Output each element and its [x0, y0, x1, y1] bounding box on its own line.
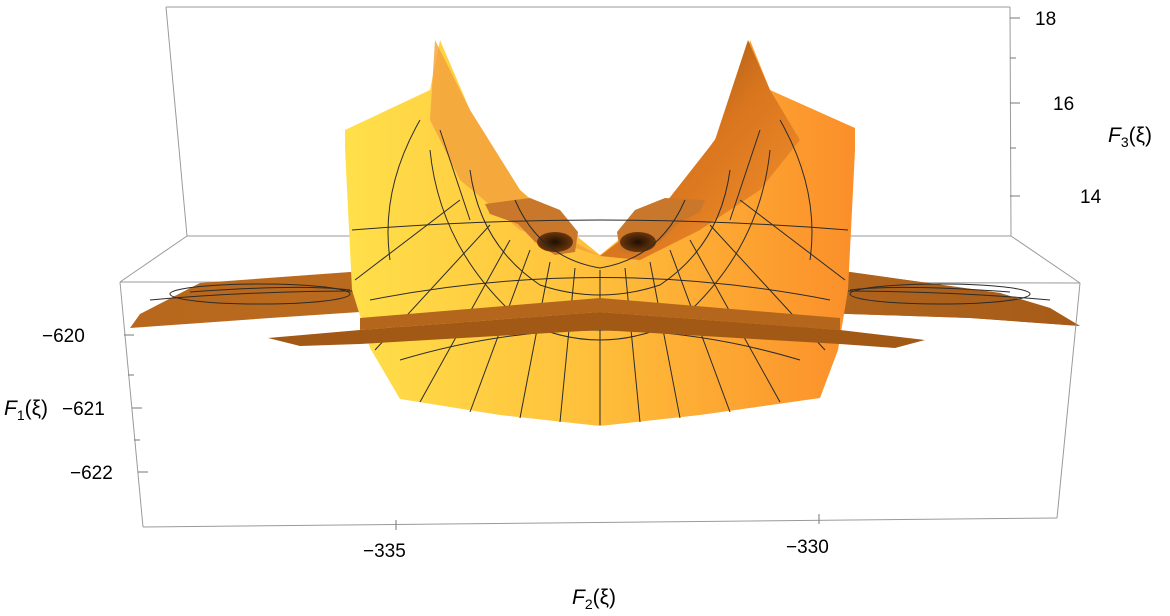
x-tick-label: −335: [363, 541, 406, 562]
x-tick-labels: −335 −330: [363, 537, 829, 562]
x-tick-label: −330: [786, 537, 829, 558]
y-tick-labels: −620 −621 −622: [42, 326, 113, 484]
flat-sheet-lower: [268, 298, 925, 348]
z-tick-labels: 18 16 14: [1035, 9, 1102, 208]
y-tick-label: −622: [70, 463, 113, 484]
z-tick-label: 14: [1080, 187, 1102, 208]
y-tick-label: −620: [42, 326, 85, 347]
y-axis-label: F1(ξ): [4, 397, 48, 423]
z-tick-label: 18: [1035, 9, 1056, 30]
bounding-box-front: [119, 281, 1081, 528]
bounding-box-back: [119, 6, 1081, 284]
x-axis-label: F2(ξ): [572, 586, 616, 612]
axis-tickmarks: [124, 17, 1020, 530]
z-axis-label: F3(ξ): [1108, 124, 1152, 150]
z-tick-label: 16: [1053, 94, 1074, 115]
surface-mesh: [351, 119, 849, 425]
y-tick-label: −621: [62, 399, 105, 420]
surface-lobes: [485, 198, 705, 255]
